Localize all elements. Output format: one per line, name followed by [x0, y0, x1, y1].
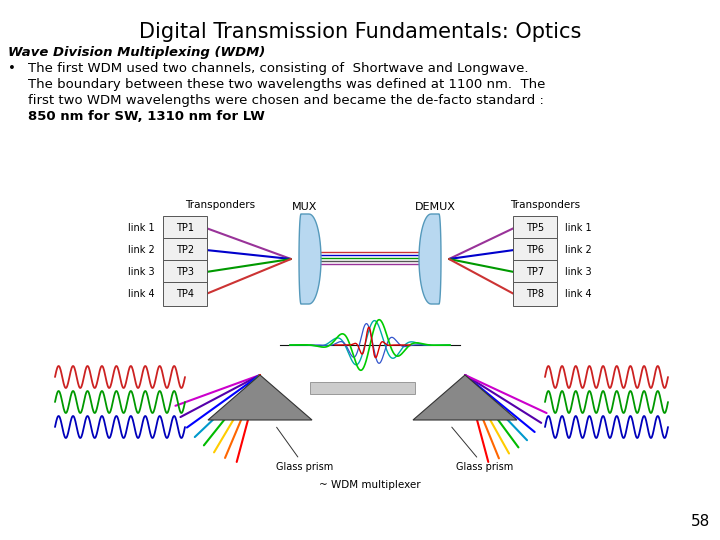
Polygon shape: [419, 214, 441, 304]
Text: link 1: link 1: [128, 223, 155, 233]
Text: 58: 58: [690, 515, 710, 530]
Text: link 3: link 3: [128, 267, 155, 277]
FancyBboxPatch shape: [310, 382, 415, 394]
Text: Transponders: Transponders: [185, 200, 255, 210]
Text: Glass prism: Glass prism: [451, 427, 513, 472]
FancyBboxPatch shape: [163, 260, 207, 284]
FancyBboxPatch shape: [513, 216, 557, 240]
Text: Digital Transmission Fundamentals: Optics: Digital Transmission Fundamentals: Optic…: [139, 22, 581, 42]
Text: TP7: TP7: [526, 267, 544, 277]
Text: TP6: TP6: [526, 245, 544, 255]
Text: link 3: link 3: [565, 267, 592, 277]
Text: Glass prism: Glass prism: [276, 427, 333, 472]
Polygon shape: [299, 214, 321, 304]
FancyBboxPatch shape: [163, 282, 207, 306]
Text: Transponders: Transponders: [510, 200, 580, 210]
Text: TP4: TP4: [176, 289, 194, 299]
Text: DEMUX: DEMUX: [415, 202, 456, 212]
FancyBboxPatch shape: [513, 282, 557, 306]
Text: 850 nm for SW, 1310 nm for LW: 850 nm for SW, 1310 nm for LW: [28, 110, 265, 123]
Text: TP5: TP5: [526, 223, 544, 233]
FancyBboxPatch shape: [513, 260, 557, 284]
Text: ~ WDM multiplexer: ~ WDM multiplexer: [319, 480, 420, 490]
Text: The first WDM used two channels, consisting of  Shortwave and Longwave.: The first WDM used two channels, consist…: [28, 62, 528, 75]
Text: TP1: TP1: [176, 223, 194, 233]
Text: link 4: link 4: [128, 289, 155, 299]
Text: •: •: [8, 62, 16, 75]
FancyBboxPatch shape: [163, 238, 207, 262]
FancyBboxPatch shape: [163, 216, 207, 240]
Text: link 2: link 2: [565, 245, 592, 255]
Text: TP2: TP2: [176, 245, 194, 255]
Polygon shape: [208, 375, 312, 420]
Text: link 1: link 1: [565, 223, 592, 233]
FancyBboxPatch shape: [513, 238, 557, 262]
Text: Wave Division Multiplexing (WDM): Wave Division Multiplexing (WDM): [8, 46, 265, 59]
Text: TP3: TP3: [176, 267, 194, 277]
Text: link 2: link 2: [128, 245, 155, 255]
Text: first two WDM wavelengths were chosen and became the de-facto standard :: first two WDM wavelengths were chosen an…: [28, 94, 544, 107]
Text: TP8: TP8: [526, 289, 544, 299]
Polygon shape: [413, 375, 517, 420]
Text: link 4: link 4: [565, 289, 592, 299]
Text: MUX: MUX: [292, 202, 318, 212]
Text: The boundary between these two wavelengths was defined at 1100 nm.  The: The boundary between these two wavelengt…: [28, 78, 545, 91]
